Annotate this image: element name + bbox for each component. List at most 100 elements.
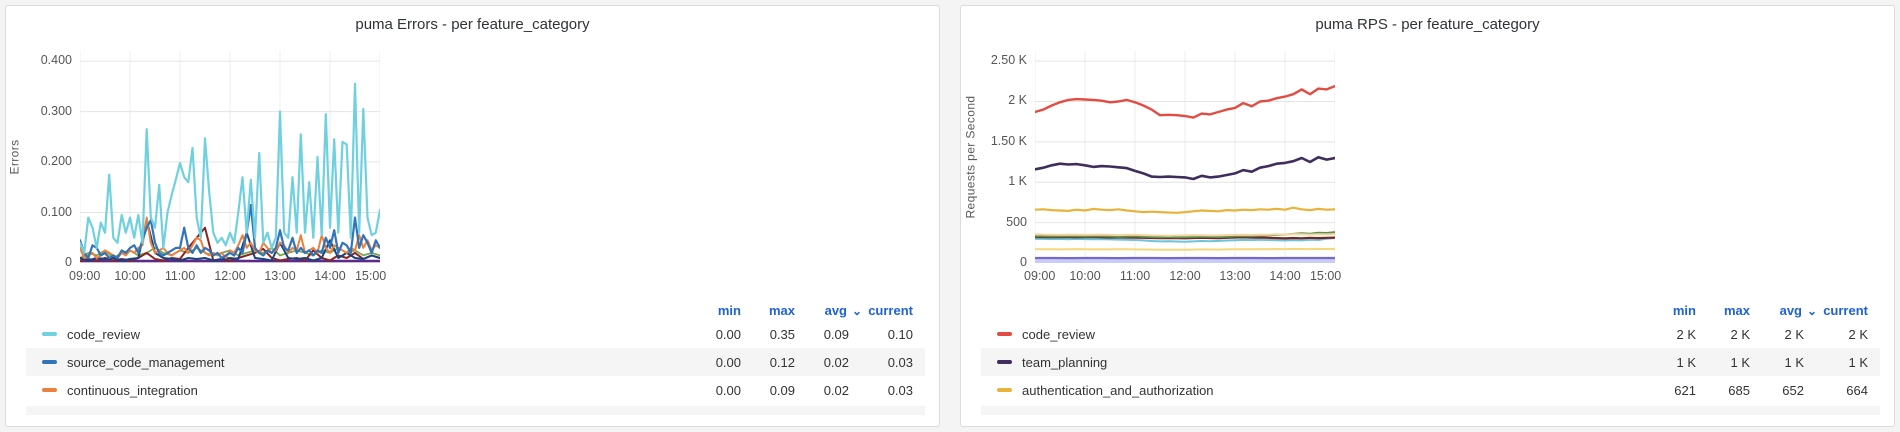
- y-tick-label: 0: [1020, 255, 1027, 269]
- legend-value-current: 0.03: [887, 382, 913, 398]
- legend-value-max: 685: [1728, 382, 1750, 398]
- legend-column-current[interactable]: current: [868, 302, 913, 318]
- y-tick-label: 1 K: [1008, 174, 1027, 189]
- y-tick-label: 2.50 K: [990, 53, 1027, 68]
- y-tick-label: 0.100: [40, 204, 72, 219]
- legend-value-current: 0.10: [887, 326, 913, 342]
- series-color-swatch: [997, 388, 1012, 392]
- legend-column-max[interactable]: max: [768, 302, 795, 318]
- legend-value-avg: 0.09: [823, 326, 849, 342]
- legend: min max avg ⌄ current code_review 0.00 0.…: [6, 300, 939, 415]
- legend-column-min[interactable]: min: [717, 302, 741, 318]
- series-label[interactable]: code_review: [67, 326, 140, 342]
- time-series-plot[interactable]: [80, 51, 380, 263]
- y-tick-label: 0.300: [40, 103, 72, 118]
- y-tick-label: 500: [1006, 214, 1027, 229]
- y-tick-label: 0.200: [40, 154, 72, 169]
- series-label[interactable]: authentication_and_authorization: [1022, 382, 1214, 398]
- series-line-code_review: [80, 82, 380, 254]
- series-line-unlabeled_peach: [1035, 233, 1335, 237]
- series-color-swatch: [42, 360, 57, 364]
- y-axis-label: Requests per Second: [963, 95, 978, 219]
- legend-value-avg: 652: [1782, 382, 1804, 398]
- legend-row[interactable]: continuous_integration 0.00 0.09 0.02 0.…: [26, 376, 925, 404]
- chevron-down-icon: ⌄: [851, 303, 862, 318]
- legend-row[interactable]: source_code_management 0.00 0.12 0.02 0.…: [26, 348, 925, 376]
- legend-value-avg: 0.02: [823, 382, 849, 398]
- legend-value-min: 621: [1674, 382, 1696, 398]
- chevron-down-icon: ⌄: [1806, 303, 1817, 318]
- x-tick-label: 13:00: [264, 269, 296, 283]
- x-tick-label: 09:00: [1024, 269, 1056, 283]
- legend-value-max: 2 K: [1730, 326, 1750, 342]
- legend-header: min max avg ⌄ current: [26, 300, 925, 320]
- x-tick-label: 09:00: [69, 269, 101, 283]
- series-line-authentication_and_authorization: [1035, 206, 1335, 214]
- legend-value-min: 2 K: [1676, 326, 1696, 342]
- legend-value-max: 0.12: [769, 354, 795, 370]
- panel-puma-rps: puma RPS - per feature_category Requests…: [960, 5, 1895, 427]
- legend-column-max[interactable]: max: [1723, 302, 1750, 318]
- legend-value-min: 1 K: [1676, 354, 1696, 370]
- series-color-swatch: [997, 360, 1012, 364]
- legend-value-max: 1 K: [1730, 354, 1750, 370]
- series-color-swatch: [42, 388, 57, 392]
- series-line-continuous_integration: [80, 216, 380, 259]
- legend-value-current: 2 K: [1848, 326, 1868, 342]
- x-tick-label: 13:00: [1219, 269, 1251, 283]
- x-tick-label: 11:00: [1119, 269, 1151, 283]
- legend-value-avg: 0.02: [823, 354, 849, 370]
- legend-value-current: 0.03: [887, 354, 913, 370]
- x-tick-label: 10:00: [114, 269, 146, 283]
- legend-value-max: 0.35: [769, 326, 795, 342]
- legend-value-current: 1 K: [1848, 354, 1868, 370]
- series-line-unlabeled_dark_red: [80, 226, 380, 262]
- legend-row-partial: [26, 406, 925, 415]
- legend-column-min[interactable]: min: [1672, 302, 1696, 318]
- x-tick-label: 11:00: [164, 269, 196, 283]
- series-color-swatch: [997, 332, 1012, 336]
- time-series-plot[interactable]: [1035, 51, 1335, 263]
- series-color-swatch: [42, 332, 57, 336]
- legend-value-avg: 2 K: [1784, 326, 1804, 342]
- series-label[interactable]: source_code_management: [67, 354, 225, 370]
- series-label[interactable]: team_planning: [1022, 354, 1108, 370]
- series-line-unlabeled_dark_navy: [80, 219, 380, 262]
- legend-row[interactable]: code_review 2 K 2 K 2 K 2 K: [981, 320, 1880, 348]
- legend-column-avg[interactable]: avg ⌄: [1779, 302, 1817, 318]
- x-tick-label: 10:00: [1069, 269, 1101, 283]
- y-tick-label: 2 K: [1008, 93, 1027, 108]
- legend-row-partial: [981, 406, 1880, 415]
- legend-header: min max avg ⌄ current: [981, 300, 1880, 320]
- legend-value-min: 0.00: [715, 326, 741, 342]
- panel-puma-errors: puma Errors - per feature_category Error…: [5, 5, 940, 427]
- y-tick-label: 0.400: [40, 53, 72, 68]
- series-line-source_code_management: [80, 203, 380, 260]
- legend-column-avg[interactable]: avg ⌄: [824, 302, 862, 318]
- series-line-unlabeled_cyan: [1035, 237, 1335, 243]
- series-line-unlabeled_pale_yellow: [1035, 247, 1335, 251]
- legend-value-current: 664: [1846, 382, 1868, 398]
- x-tick-label: 14:00: [314, 269, 346, 283]
- legend-column-current[interactable]: current: [1823, 302, 1868, 318]
- x-tick-label: 15:00: [354, 269, 387, 283]
- y-tick-label: 0: [65, 255, 72, 269]
- panel-title[interactable]: puma RPS - per feature_category: [1315, 16, 1540, 33]
- series-label[interactable]: code_review: [1022, 326, 1095, 342]
- legend-value-min: 0.00: [715, 382, 741, 398]
- legend-row[interactable]: authentication_and_authorization 621 685…: [981, 376, 1880, 404]
- legend-value-min: 0.00: [715, 354, 741, 370]
- legend-value-avg: 1 K: [1784, 354, 1804, 370]
- legend: min max avg ⌄ current code_review 2 K 2 K…: [961, 300, 1894, 415]
- legend-row[interactable]: code_review 0.00 0.35 0.09 0.10: [26, 320, 925, 348]
- panel-title[interactable]: puma Errors - per feature_category: [355, 16, 590, 33]
- legend-row[interactable]: team_planning 1 K 1 K 1 K 1 K: [981, 348, 1880, 376]
- series-label[interactable]: continuous_integration: [67, 382, 198, 398]
- series-line-code_review: [1035, 84, 1335, 119]
- y-tick-label: 1.50 K: [990, 133, 1027, 148]
- chart-area: Requests per Second 09:00 10:00 11:00 12:00…: [961, 36, 1894, 286]
- chart-area: Errors 09:00 10:00 11:00 12:00 13:00 14:00 15:…: [6, 36, 939, 286]
- x-tick-label: 14:00: [1269, 269, 1301, 283]
- x-tick-label: 12:00: [1169, 269, 1201, 283]
